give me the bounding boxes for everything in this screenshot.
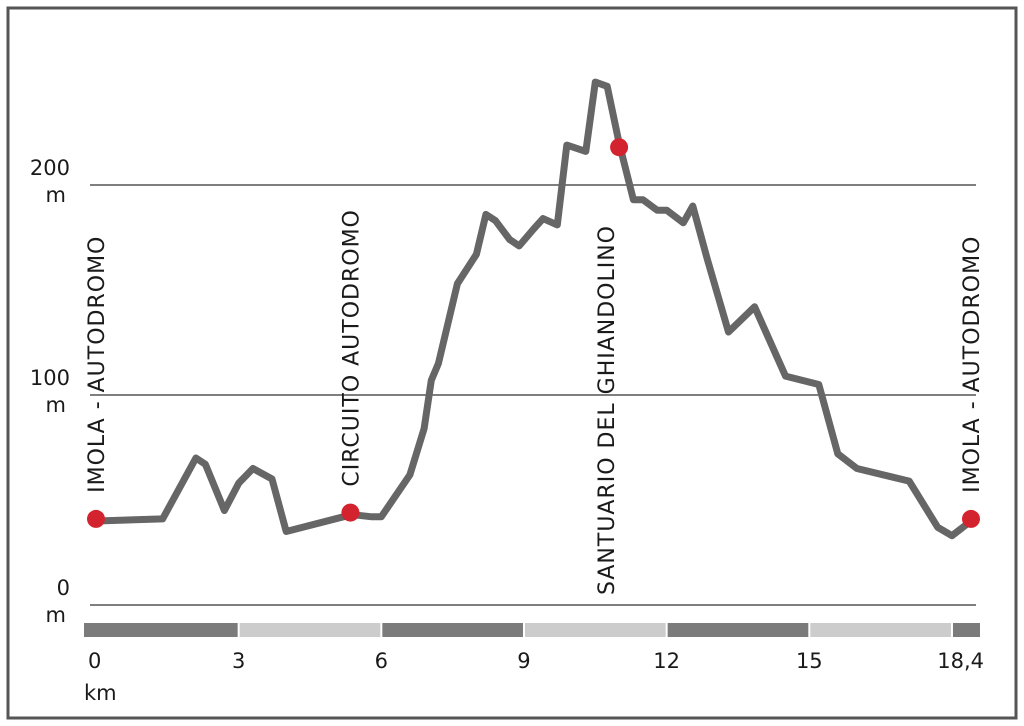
y-tick-unit-200: m [46,183,66,207]
waypoint-label-3: IMOLA - AUTODROMO [960,236,985,493]
x-tick-label-15: 15 [796,649,823,673]
x-tick-label-3: 3 [232,649,245,673]
scale-segment-4 [667,623,809,637]
y-tick-label-0: 0 [57,576,70,600]
waypoint-marker-0 [87,509,105,528]
waypoint-marker-3 [962,509,980,528]
waypoint-marker-1 [341,503,360,522]
y-axis-ticks: 0 m 100 m 200 m [30,156,70,627]
distance-scale-bar [84,623,980,637]
elevation-line [92,78,975,540]
x-tick-label-6: 6 [375,649,388,673]
scale-segment-2 [382,623,523,637]
scale-segment-5 [810,623,951,637]
scale-segment-1 [239,623,381,637]
x-tick-label-18,4: 18,4 [937,649,984,673]
y-tick-unit-0: m [46,603,66,627]
waypoint-label-0: IMOLA - AUTODROMO [85,236,110,493]
waypoint-label-2: SANTUARIO DEL GHIANDOLINO [595,225,620,595]
y-tick-label-200: 200 [30,156,70,180]
waypoints: IMOLA - AUTODROMO CIRCUITO AUTODROMO SANTU… [85,138,985,595]
x-tick-label-9: 9 [517,649,530,673]
waypoint-marker-2 [610,138,629,157]
series-line-0 [92,78,975,540]
x-axis-ticks: 0 3 6 9 12 15 18,4 [88,649,984,673]
grid-lines [90,184,976,606]
chart-border [6,6,1018,720]
scale-segment-0 [84,623,238,637]
y-tick-unit-100: m [46,393,66,417]
waypoint-label-1: CIRCUITO AUTODROMO [339,209,364,487]
x-tick-label-0: 0 [88,649,101,673]
y-tick-label-100: 100 [30,366,70,390]
x-unit-label: km [84,681,117,705]
scale-segment-3 [524,623,666,637]
scale-segment-6 [952,623,980,637]
x-tick-label-12: 12 [653,649,680,673]
